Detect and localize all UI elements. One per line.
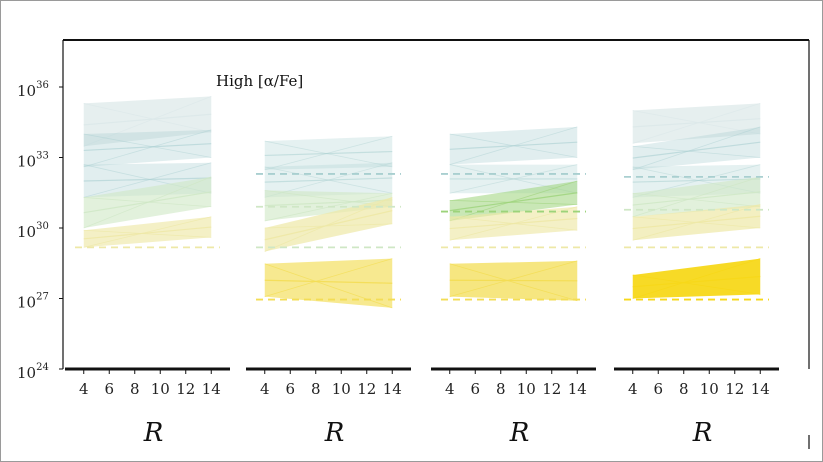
- band-edge-b-2: [83, 129, 212, 168]
- x-tick-label-8: 8: [130, 380, 140, 398]
- x-tick-label-10: 10: [517, 380, 536, 398]
- x-axis-label: R: [692, 418, 713, 448]
- band-edge-a-2: [264, 166, 393, 194]
- y-tick-label-33: 1033: [17, 151, 49, 171]
- band-edge-b-2: [449, 164, 578, 194]
- y-tick-label-30: 1030: [17, 221, 49, 241]
- band-median-4: [632, 191, 761, 206]
- band-2: [632, 126, 761, 170]
- band-median-3: [264, 199, 393, 207]
- x-tick-label-6: 6: [653, 380, 663, 398]
- band-median-1: [449, 141, 578, 150]
- band-edge-b-4: [83, 176, 212, 229]
- band-median-5: [449, 279, 578, 282]
- x-tick-label-4: 4: [79, 380, 89, 398]
- band-edge-a-1: [83, 103, 212, 133]
- band-median-3: [632, 178, 761, 183]
- x-tick-label-6: 6: [104, 380, 114, 398]
- band-edge-a-5: [449, 263, 578, 302]
- band-median-5: [264, 279, 393, 284]
- x-tick-label-12: 12: [725, 380, 744, 398]
- band-median-2: [83, 143, 212, 152]
- band-edge-a-1: [632, 110, 761, 135]
- x-axis-label: R: [509, 418, 530, 448]
- band-median-1: [632, 118, 761, 128]
- x-tick-label-12: 12: [176, 380, 195, 398]
- band-median-1: [264, 150, 393, 157]
- band-median-3: [83, 177, 212, 182]
- band-median-6: [632, 275, 761, 288]
- x-tick-label-12: 12: [357, 380, 376, 398]
- panel-4: 4 6 8 10 12 14 R: [614, 103, 779, 448]
- x-tick-label-12: 12: [542, 380, 561, 398]
- x-tick-label-14: 14: [202, 380, 221, 398]
- band-edge-b-5: [449, 260, 578, 298]
- band-edge-b-3: [449, 180, 578, 222]
- band-edge-a-6: [632, 274, 761, 295]
- band-median-3: [449, 192, 578, 212]
- x-tick-label-10: 10: [700, 380, 719, 398]
- band-edge-a-1: [264, 140, 393, 168]
- band-edge-b-3: [83, 162, 212, 198]
- band-edge-b-1: [449, 126, 578, 165]
- y-tick-label-24: 1024: [17, 362, 49, 382]
- x-tick-label-8: 8: [311, 380, 321, 398]
- band-edge-b-1: [264, 135, 393, 171]
- band-edge-a-4: [632, 192, 761, 208]
- band-edge-a-4: [264, 223, 393, 229]
- x-tick-label-4: 4: [628, 380, 638, 398]
- band-edge-b-2: [632, 126, 761, 171]
- x-tick-label-14: 14: [383, 380, 402, 398]
- y-tick-label-36: 1036: [17, 80, 49, 100]
- x-axis-label: R: [143, 418, 164, 448]
- band-median-1: [83, 113, 212, 126]
- y-axis: 1024 1027 1030 1033 1036: [17, 80, 63, 382]
- x-tick-label-14: 14: [568, 380, 587, 398]
- panel-3: 4 6 8 10 12 14 R: [431, 126, 596, 448]
- band-edge-a-1: [449, 133, 578, 158]
- x-tick-label-4: 4: [260, 380, 270, 398]
- x-tick-label-8: 8: [679, 380, 689, 398]
- band-5: [264, 258, 393, 308]
- band-2: [83, 129, 212, 167]
- band-median-4: [264, 210, 393, 241]
- band-median-2: [632, 141, 761, 159]
- x-tick-label-10: 10: [332, 380, 351, 398]
- x-tick-label-8: 8: [496, 380, 506, 398]
- annotation-high-alpha-fe: High [α/Fe]: [216, 72, 303, 90]
- band-edge-b-6: [632, 258, 761, 299]
- band-edge-b-5: [83, 216, 212, 248]
- x-axis-label: R: [324, 418, 345, 448]
- band-median-2: [264, 177, 393, 183]
- x-tick-label-6: 6: [285, 380, 295, 398]
- x-tick-label-4: 4: [445, 380, 455, 398]
- panel-2: 4 6 8 10 12 14 R: [246, 135, 411, 448]
- panel-1: 4 6 8 10 12 14 R: [65, 95, 230, 448]
- y-tick-label-27: 1027: [17, 292, 49, 312]
- band-edge-b-1: [632, 103, 761, 144]
- x-tick-label-10: 10: [151, 380, 170, 398]
- band-edge-a-2: [83, 133, 212, 158]
- band-edge-a-5: [83, 229, 212, 238]
- band-3: [264, 190, 393, 221]
- band-median-5: [83, 226, 212, 240]
- band-edge-b-1: [83, 95, 212, 147]
- x-tick-label-6: 6: [470, 380, 480, 398]
- band-edge-a-2: [632, 145, 761, 158]
- band-edge-a-5: [264, 263, 393, 309]
- x-tick-label-14: 14: [751, 380, 770, 398]
- band-edge-a-3: [449, 199, 578, 205]
- band-edge-b-5: [264, 258, 393, 298]
